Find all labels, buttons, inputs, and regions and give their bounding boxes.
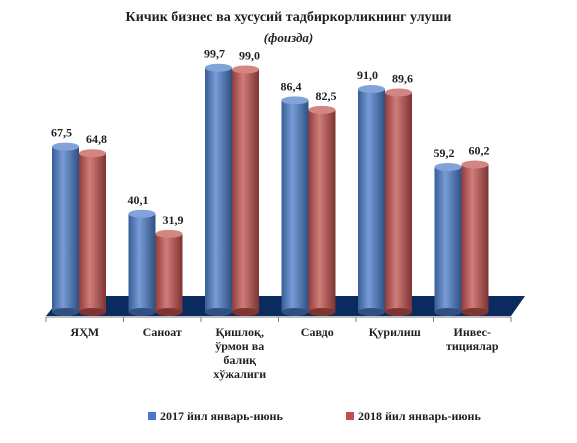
legend-swatch	[346, 412, 354, 420]
data-label: 60,2	[469, 144, 490, 158]
data-label: 86,4	[281, 79, 302, 93]
bar-base	[358, 308, 385, 316]
bar-cap	[308, 105, 336, 114]
bar	[308, 105, 336, 316]
bar-base	[128, 308, 156, 316]
bar-cap	[385, 88, 412, 97]
bar-base	[461, 308, 489, 316]
bar-body	[385, 92, 412, 312]
bar-body	[358, 89, 385, 312]
bar	[155, 229, 183, 316]
bar	[79, 149, 106, 316]
data-label: 89,6	[392, 71, 413, 85]
bar-body	[155, 233, 183, 312]
data-label: 67,5	[51, 126, 72, 140]
bar-cap	[232, 65, 259, 74]
bar-body	[79, 153, 106, 312]
bar-base	[79, 308, 106, 316]
category-label: Саноат	[143, 325, 182, 339]
bar-base	[155, 308, 183, 316]
bar-body	[205, 67, 232, 312]
bar-body	[281, 100, 309, 312]
data-label: 99,7	[204, 47, 225, 61]
chart-subtitle: (фоизда)	[263, 30, 314, 45]
bar-cap	[155, 229, 183, 238]
data-label: 64,8	[86, 132, 107, 146]
data-label: 82,5	[316, 89, 337, 103]
bar	[128, 209, 156, 316]
bar-cap	[434, 162, 462, 171]
bar-cap	[128, 209, 156, 218]
bar	[358, 85, 385, 316]
data-label: 59,2	[434, 146, 455, 160]
category-label: Қурилиш	[369, 325, 421, 339]
bar-cap	[281, 96, 309, 105]
bar	[205, 63, 232, 316]
bar-base	[232, 308, 259, 316]
bar-base	[385, 308, 412, 316]
bar-cap	[461, 160, 489, 169]
bar-body	[461, 164, 489, 312]
category-label: Инвес-тициялар	[446, 325, 499, 353]
bar-body	[128, 213, 156, 312]
bar-cap	[52, 142, 79, 151]
bar-cap	[205, 63, 232, 72]
data-label: 99,0	[239, 48, 260, 62]
data-label: 40,1	[128, 193, 149, 207]
category-label: ЯҲМ	[70, 325, 99, 339]
chart-title: Кичик бизнес ва хусусий тадбиркорликнинг…	[125, 10, 452, 25]
bar-base	[281, 308, 309, 316]
bar-body	[232, 69, 259, 312]
category-label: Савдо	[301, 325, 334, 339]
bar	[434, 162, 462, 316]
bar	[232, 65, 259, 316]
bar-base	[205, 308, 232, 316]
bar-cap	[358, 85, 385, 94]
legend-item: 2017 йил январь-июнь	[148, 409, 283, 423]
bar-base	[308, 308, 336, 316]
legend-swatch	[148, 412, 156, 420]
bar	[52, 142, 79, 316]
data-label: 31,9	[163, 213, 184, 227]
legend-label: 2018 йил январь-июнь	[358, 409, 481, 423]
bar-body	[308, 109, 336, 312]
category-label: Қишлоқ, ўрмон ва балиқ хўжалиги	[213, 325, 266, 381]
legend-item: 2018 йил январь-июнь	[346, 409, 481, 423]
bar	[281, 96, 309, 316]
bar-base	[52, 308, 79, 316]
bar-base	[434, 308, 462, 316]
bar	[385, 88, 412, 316]
bar-cap	[79, 149, 106, 158]
legend-label: 2017 йил январь-июнь	[160, 409, 283, 423]
bar	[461, 160, 489, 316]
data-label: 91,0	[357, 68, 378, 82]
bar-body	[52, 146, 79, 312]
bar-body	[434, 166, 462, 312]
